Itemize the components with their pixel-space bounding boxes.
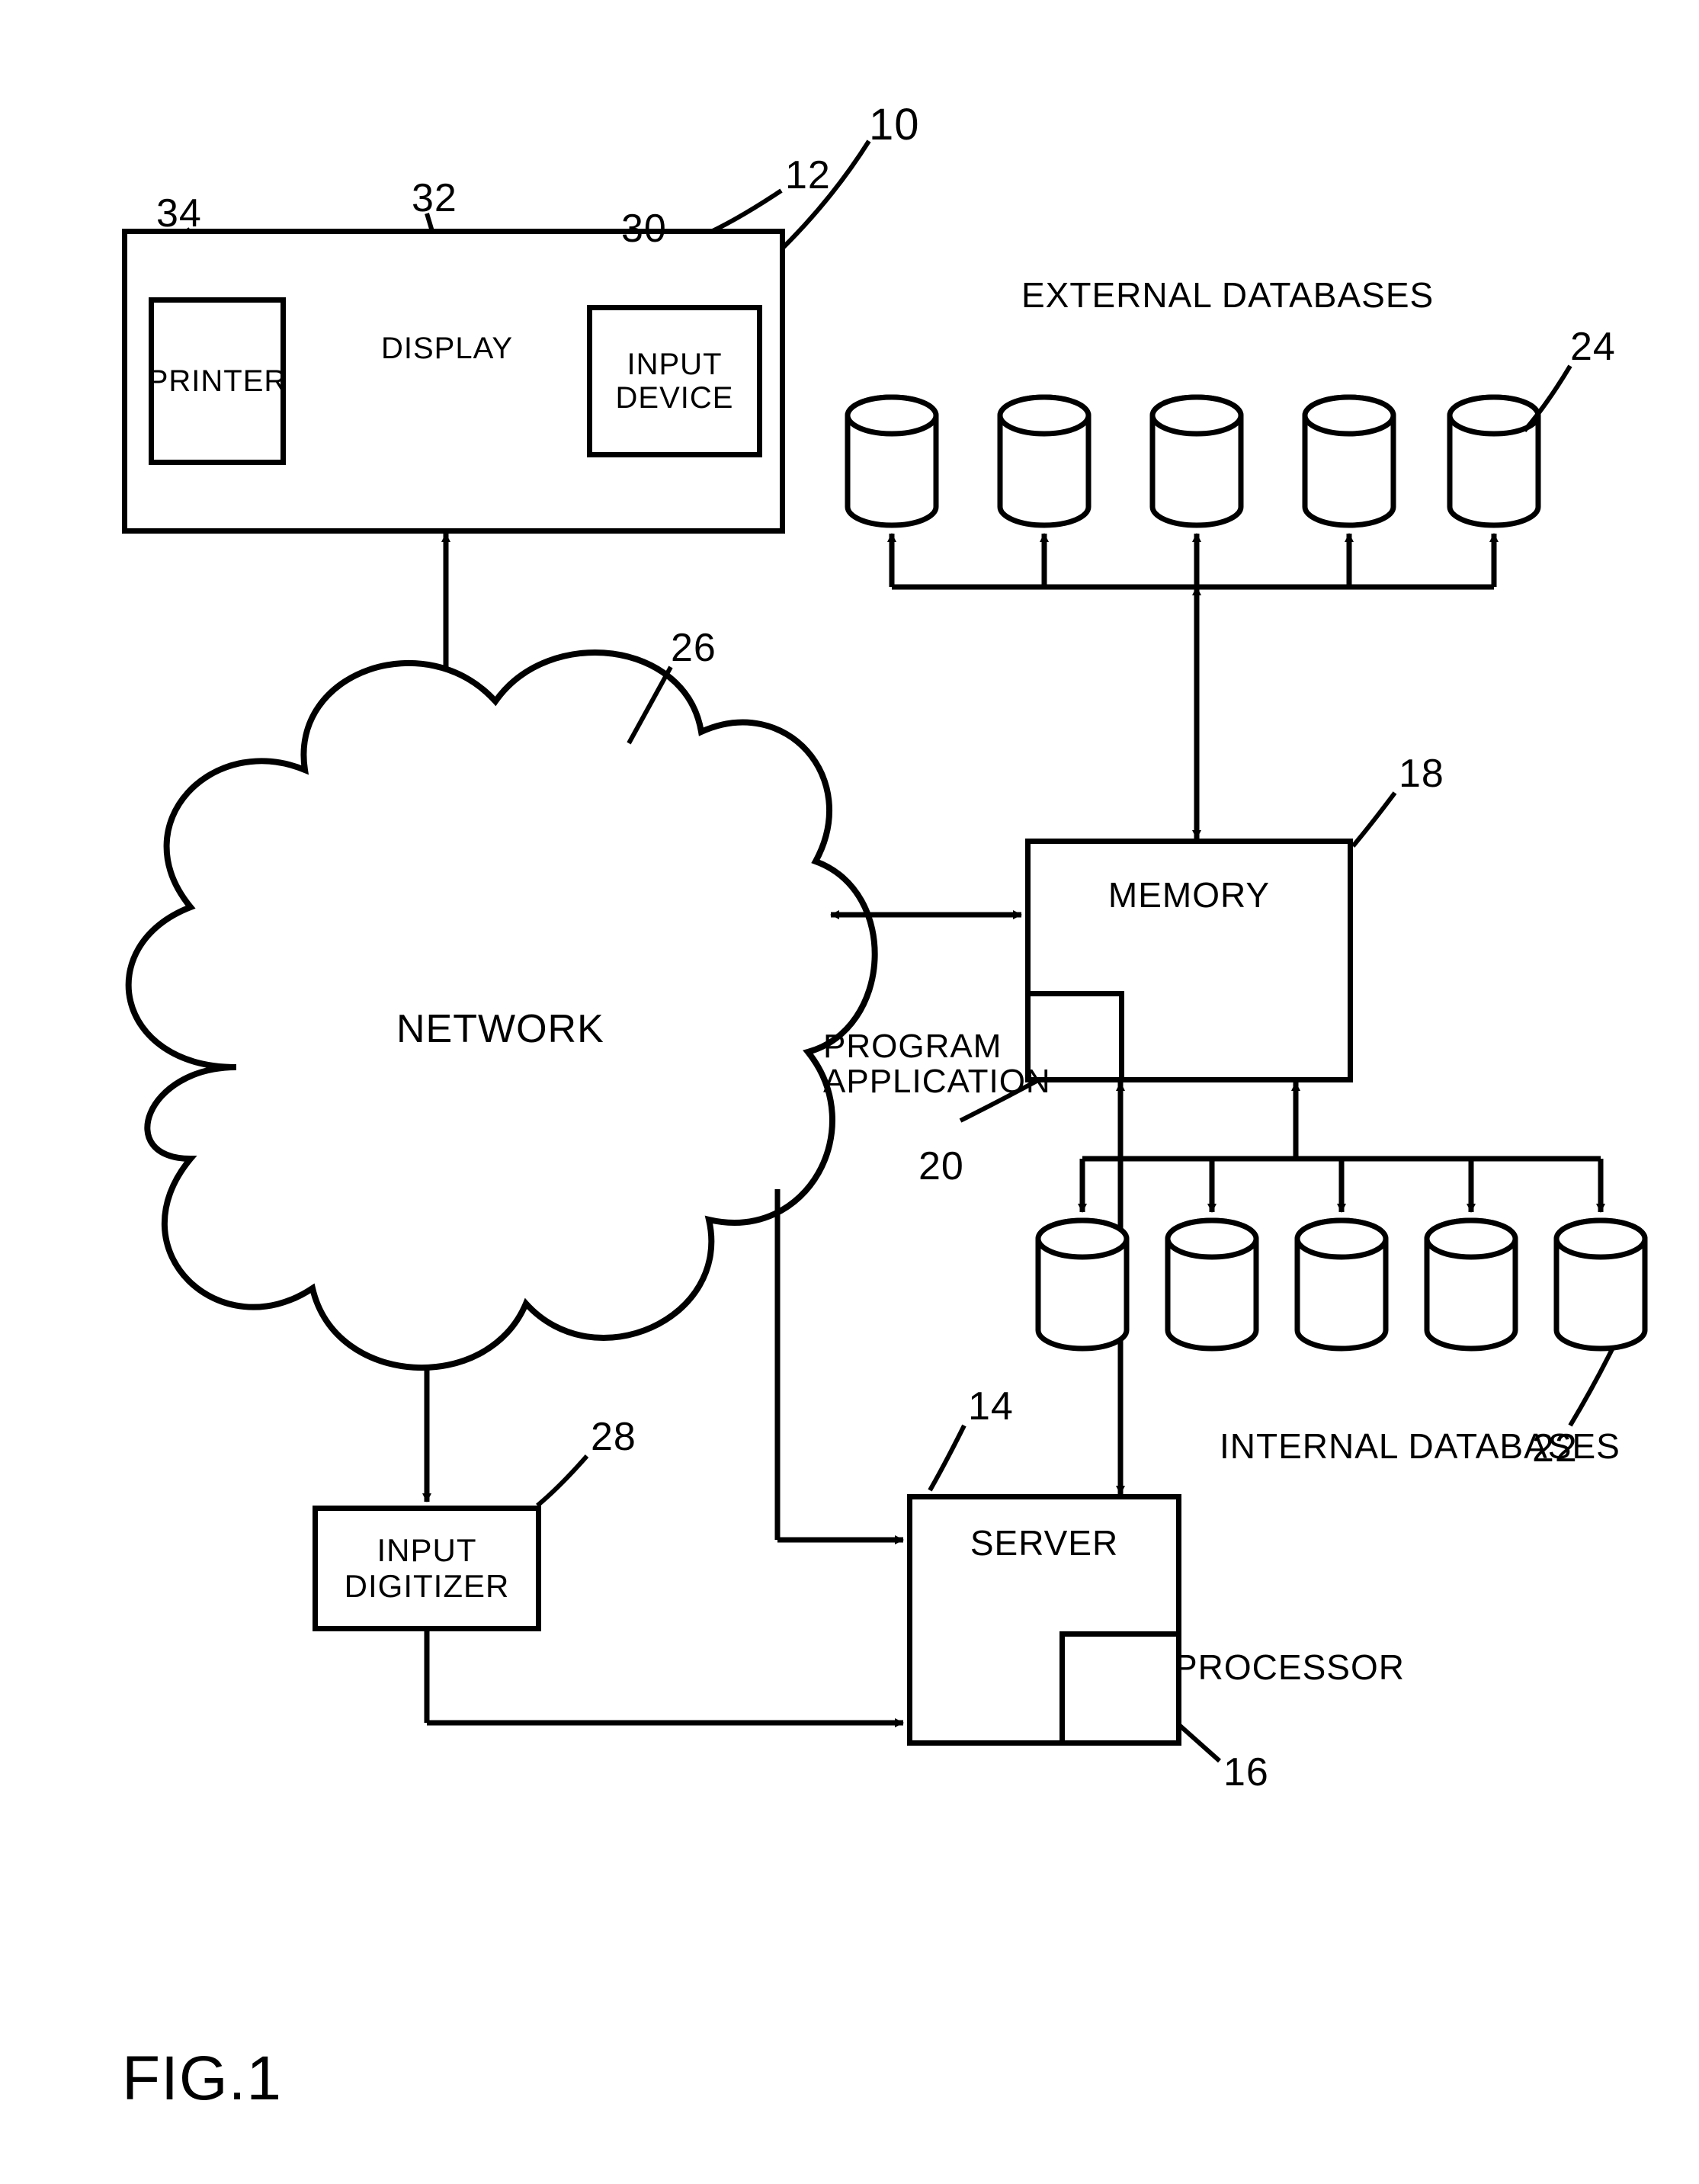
- ref-28: 28: [591, 1414, 636, 1460]
- printer-label: PRINTER: [148, 364, 287, 399]
- ref-30: 30: [621, 206, 667, 252]
- external-db-label: EXTERNAL DATABASES: [1021, 274, 1434, 316]
- ref-12: 12: [785, 152, 831, 198]
- ref-18: 18: [1399, 751, 1444, 797]
- ref-16: 16: [1223, 1749, 1269, 1795]
- diagram-canvas: PRINTER DISPLAY INPUT DEVICE NETWORK INP…: [0, 0, 1699, 2184]
- printer-box: PRINTER: [149, 297, 286, 465]
- processor-label: PROCESSOR: [1174, 1647, 1405, 1688]
- input-device-box: INPUT DEVICE: [587, 305, 762, 457]
- ref-20: 20: [918, 1143, 964, 1189]
- input-device-label: INPUT DEVICE: [592, 348, 757, 415]
- ref-26: 26: [671, 625, 716, 671]
- input-digitizer-label: INPUT DIGITIZER: [318, 1533, 536, 1603]
- ref-24: 24: [1570, 324, 1616, 370]
- internal-db-label: INTERNAL DATABASES: [1220, 1426, 1620, 1467]
- server-label: SERVER: [970, 1522, 1118, 1563]
- figure-caption: FIG.1: [122, 2043, 282, 2115]
- ref-10: 10: [869, 99, 920, 150]
- ref-32: 32: [412, 175, 457, 221]
- input-digitizer-box: INPUT DIGITIZER: [313, 1506, 541, 1631]
- memory-label: MEMORY: [1108, 874, 1270, 916]
- processor-box: [1059, 1631, 1181, 1746]
- ref-14: 14: [968, 1384, 1014, 1429]
- program-app-label: PROGRAM APPLICATION: [823, 1029, 1021, 1099]
- display-label: DISPLAY: [381, 332, 513, 366]
- network-label: NETWORK: [396, 1006, 604, 1052]
- ref-34: 34: [156, 191, 202, 236]
